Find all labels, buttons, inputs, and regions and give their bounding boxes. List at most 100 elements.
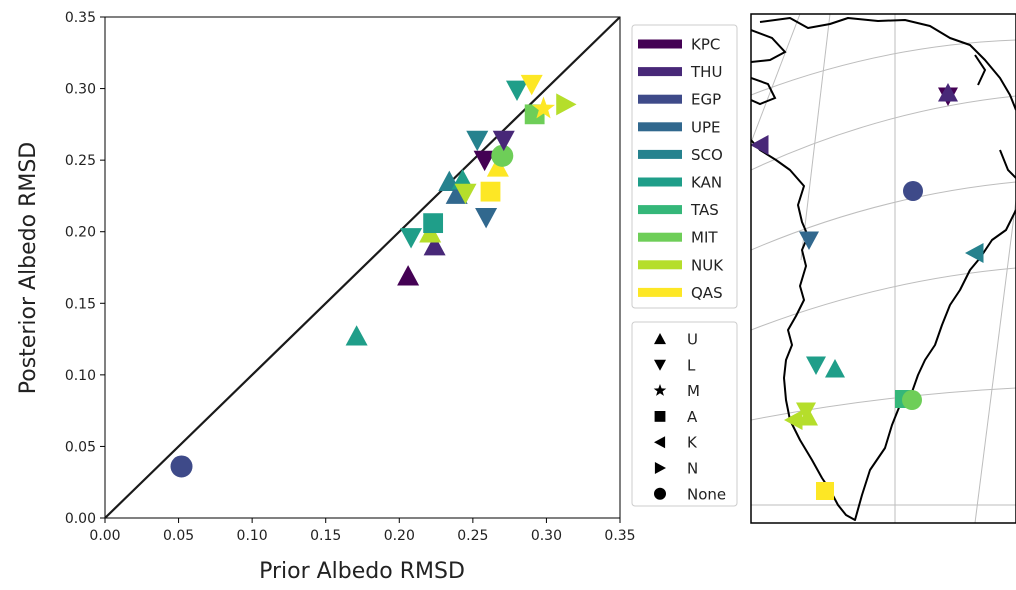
- map-site-nuk: [784, 410, 803, 430]
- legend-swatch-kan: [638, 177, 682, 187]
- graticule-lon-1: [751, 14, 801, 141]
- map-sites: [751, 83, 984, 500]
- graticule-lat-4: [751, 267, 1016, 331]
- map-site-kan: [825, 359, 845, 378]
- graticule-lat-3: [751, 181, 1016, 251]
- graticule-lat-5: [751, 387, 1016, 421]
- y-tick-label: 0.25: [65, 153, 96, 169]
- marker-legend-frame: [631, 321, 738, 507]
- x-tick-label: 0.20: [384, 528, 415, 544]
- map-site-nuk: [796, 402, 816, 421]
- map-site-mit: [902, 390, 922, 410]
- legend-marker-label: M: [687, 382, 700, 400]
- x-tick-label: 0.30: [531, 528, 562, 544]
- x-tick-label: 0.10: [237, 528, 268, 544]
- legend-label-qas: QAS: [691, 284, 723, 302]
- greenland-map: [750, 13, 1016, 524]
- identity-line: [104, 16, 621, 519]
- data-point-egp: [170, 455, 193, 478]
- legend-marker-label: K: [687, 434, 698, 452]
- legend-label-egp: EGP: [691, 91, 721, 109]
- data-point-upe: [475, 208, 498, 229]
- graticule-lat-1: [751, 39, 1016, 96]
- legend-swatch-tas: [638, 205, 682, 215]
- data-point-mit: [491, 144, 514, 167]
- y-tick-label: 0.20: [65, 225, 96, 241]
- scatter-points: [170, 74, 577, 478]
- axis-ticks: 0.00 0.05 0.10 0.15 0.20 0.25 0.30 0.35 0.00 0.05…: [65, 10, 636, 544]
- y-tick-label: 0.05: [65, 439, 96, 455]
- map-site-kan: [806, 356, 826, 375]
- x-tick-label: 0.05: [163, 528, 194, 544]
- legend-marker-triangle-down: [654, 359, 666, 371]
- y-tick-label: 0.30: [65, 82, 96, 98]
- legend-swatch-mit: [638, 232, 682, 242]
- legend-label-sco: SCO: [691, 146, 723, 164]
- data-point-kan: [506, 80, 528, 102]
- legend-marker-label: A: [687, 408, 698, 426]
- y-tick-label: 0.35: [65, 10, 96, 26]
- legend-swatch-egp: [638, 94, 682, 104]
- legend-marker-triangle-right: [654, 462, 666, 474]
- map-site-upe: [799, 231, 819, 250]
- data-point-thu: [423, 235, 446, 256]
- data-point-nuk: [556, 93, 577, 116]
- data-point-nuk: [454, 183, 477, 205]
- legend-marker-circle: [654, 487, 666, 500]
- legend-swatch-nuk: [638, 260, 682, 270]
- map-site-thu: [751, 135, 769, 155]
- data-point-kpc: [473, 150, 496, 172]
- data-point-sco: [466, 130, 489, 152]
- legend-swatch-upe: [638, 122, 682, 132]
- x-tick-label: 0.15: [310, 528, 341, 544]
- legend-label-upe: UPE: [691, 118, 721, 136]
- legend-label-kan: KAN: [691, 174, 722, 192]
- legend-label-mit: MIT: [691, 229, 718, 247]
- data-point-thu: [492, 130, 515, 152]
- legend-marker-label: U: [687, 331, 698, 349]
- y-tick-label: 0.00: [65, 511, 96, 527]
- scatter-plot: 0.00 0.05 0.10 0.15 0.20 0.25 0.30 0.35 0.00 0.05…: [16, 10, 636, 584]
- map-content: [751, 14, 1016, 523]
- y-axis-title: Posterior Albedo RMSD: [16, 142, 41, 394]
- greenland-coast-detail-4: [999, 149, 1016, 179]
- data-point-upe: [445, 183, 468, 204]
- x-tick-label: 0.25: [457, 528, 488, 544]
- data-point-qas: [520, 74, 543, 96]
- legend-marker-triangle-left: [654, 436, 666, 449]
- legend-swatch-qas: [638, 287, 682, 297]
- data-point-kpc: [397, 265, 420, 286]
- map-background: [751, 14, 1016, 523]
- legend-label-nuk: NUK: [691, 256, 724, 274]
- data-point-kan: [423, 213, 444, 234]
- legend-marker-square: [654, 411, 666, 422]
- graticule-lon-2: [800, 14, 831, 261]
- legend-swatch-kpc: [638, 39, 682, 49]
- legend-label-tas: TAS: [690, 201, 719, 219]
- graticule-lat-2: [751, 95, 1016, 171]
- greenland-coast-detail-3: [974, 54, 987, 86]
- map-site-sco: [965, 243, 984, 263]
- x-tick-label: 0.00: [89, 528, 120, 544]
- station-legend: KPC THU EGP UPE SCO KAN TAS MIT NUK QAS: [631, 24, 738, 309]
- data-point-qas: [486, 156, 509, 177]
- map-graticule: [751, 14, 1016, 523]
- map-site-egp: [903, 181, 923, 201]
- legend-swatch-thu: [638, 67, 682, 77]
- legend-label-kpc: KPC: [691, 36, 720, 54]
- greenland-coast-detail-2: [751, 77, 777, 106]
- map-site-thu: [938, 83, 958, 102]
- x-tick-label: 0.35: [604, 528, 635, 544]
- legend-swatch-sco: [638, 149, 682, 159]
- legend-marker-label: N: [687, 460, 698, 478]
- graticule-lon-4: [974, 199, 1016, 523]
- y-tick-label: 0.10: [65, 368, 96, 384]
- legend-marker-star: [653, 384, 667, 396]
- legend-marker-triangle-up: [654, 333, 666, 345]
- map-frame: [750, 13, 1016, 524]
- data-point-kan: [400, 228, 423, 249]
- x-axis-title: Prior Albedo RMSD: [259, 559, 465, 584]
